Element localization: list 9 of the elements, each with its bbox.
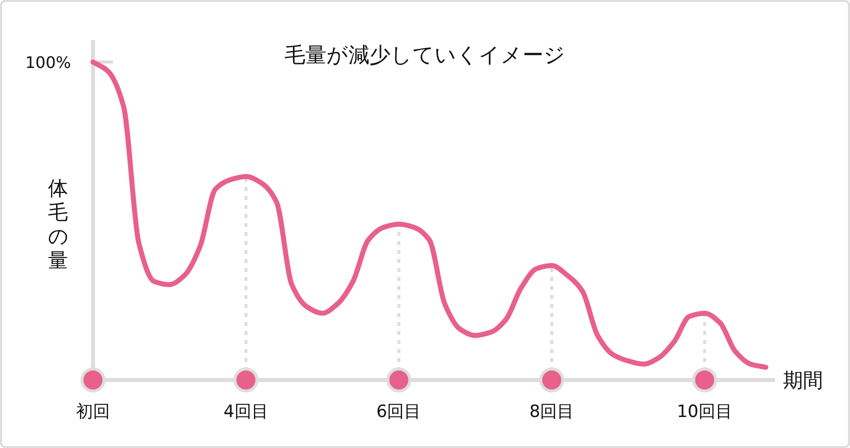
annotation: 100% (25, 53, 71, 72)
x-tick-label: 6回目 (376, 402, 422, 422)
x-axis-title: 期間 (783, 368, 823, 392)
x-tick-label: 4回目 (224, 402, 268, 422)
chart-title: 毛量が減少していくイメージ (284, 43, 566, 67)
x-tick-label: 8回目 (529, 402, 574, 422)
x-tick-label: 初回 (76, 402, 110, 422)
y-axis-title: 体毛の量 (48, 176, 68, 272)
x-tick-label: 10回目 (676, 402, 732, 422)
